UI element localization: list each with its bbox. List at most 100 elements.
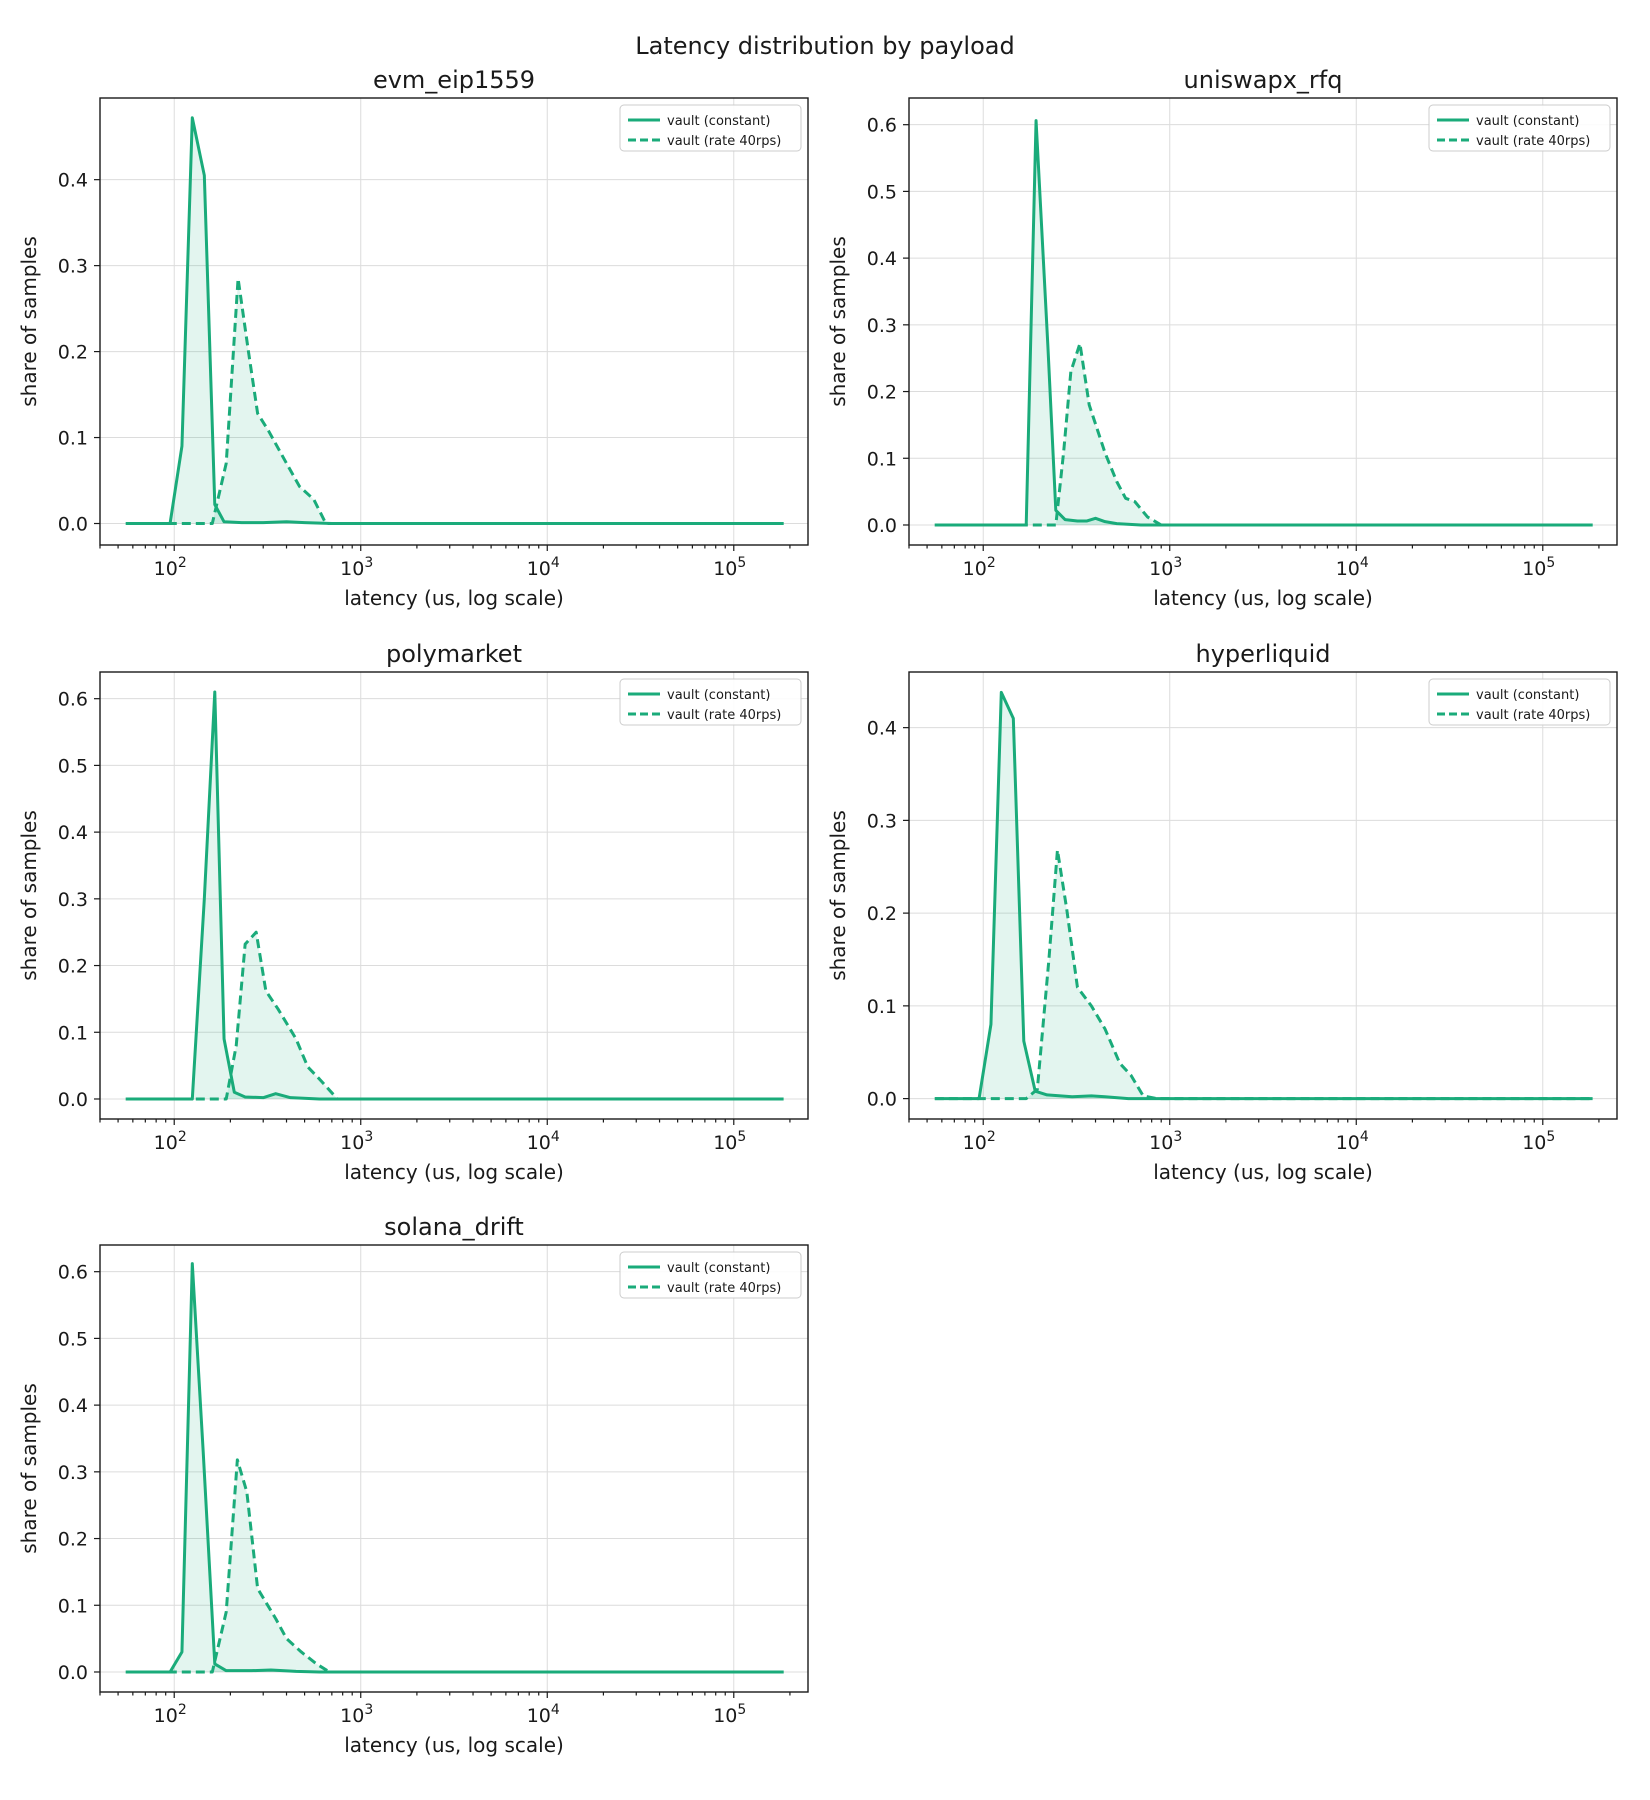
y-tick-label: 0.1 — [867, 996, 897, 1018]
x-tick-label: 104 — [527, 555, 560, 580]
panel-solana_drift: 0.0 0.1 0.2 0.3 0.4 0.5 0.6 102 103 104 105 solana_… — [17, 1213, 809, 1757]
plot-frame — [99, 671, 809, 1120]
series-fill-constant — [125, 1263, 784, 1672]
plot-frame — [908, 671, 1618, 1120]
series-line-rate — [125, 1458, 784, 1674]
x-tick-label: 103 — [340, 1129, 373, 1154]
legend-label: vault (constant) — [667, 688, 770, 703]
x-tick-label: 105 — [713, 555, 746, 580]
y-tick-label: 0.2 — [58, 342, 88, 364]
y-tick-label: 0.2 — [58, 1529, 88, 1551]
x-tick-label: 102 — [154, 555, 187, 580]
y-tick-label: 0.5 — [58, 755, 88, 777]
y-tick-label: 0.1 — [58, 428, 88, 450]
plot-frame — [99, 97, 809, 546]
x-tick-label: 105 — [1522, 555, 1555, 580]
legend: vault (constant) vault (rate 40rps) — [619, 104, 802, 152]
legend: vault (constant) vault (rate 40rps) — [1428, 678, 1611, 726]
y-tick-label: 0.2 — [867, 382, 897, 404]
plot-frame — [99, 1244, 809, 1693]
y-tick-label: 0.4 — [867, 718, 897, 740]
series-fill-rate — [934, 343, 1593, 525]
panels: 0.0 0.1 0.2 0.3 0.4 102 103 104 105 evm_eip1559la… — [17, 66, 1618, 1757]
x-axis-label: latency (us, log scale) — [344, 1160, 564, 1184]
y-tick-label: 0.0 — [58, 1662, 88, 1684]
y-axis-label: share of samples — [17, 236, 41, 407]
legend: vault (constant) vault (rate 40rps) — [1428, 104, 1611, 152]
x-tick-label: 102 — [963, 555, 996, 580]
legend-label: vault (rate 40rps) — [1476, 708, 1590, 723]
series-line-constant — [934, 690, 1593, 1101]
legend-label: vault (constant) — [1476, 688, 1579, 703]
x-axis-label: latency (us, log scale) — [1153, 586, 1373, 610]
y-tick-label: 0.3 — [867, 810, 897, 832]
y-tick-label: 0.0 — [58, 1089, 88, 1111]
y-tick-label: 0.0 — [58, 514, 88, 536]
y-axis-label: share of samples — [826, 810, 850, 981]
x-tick-label: 102 — [154, 1702, 187, 1727]
legend-label: vault (rate 40rps) — [1476, 134, 1590, 149]
legend-label: vault (constant) — [667, 114, 770, 129]
y-tick-label: 0.3 — [58, 1462, 88, 1484]
x-tick-label: 103 — [340, 555, 373, 580]
panel-title: hyperliquid — [1196, 640, 1331, 668]
series-fill-constant — [934, 692, 1593, 1099]
y-tick-label: 0.5 — [867, 181, 897, 203]
panel-title: evm_eip1559 — [373, 66, 535, 94]
panel-hyperliquid: 0.0 0.1 0.2 0.3 0.4 102 103 104 105 hyperliquid la… — [826, 640, 1618, 1184]
y-tick-label: 0.1 — [58, 1595, 88, 1617]
figure-title: Latency distribution by payload — [635, 32, 1014, 60]
y-tick-label: 0.2 — [58, 956, 88, 978]
legend-label: vault (constant) — [667, 1261, 770, 1276]
x-tick-label: 103 — [1149, 1129, 1182, 1154]
y-tick-label: 0.6 — [58, 1262, 88, 1284]
y-tick-label: 0.2 — [867, 903, 897, 925]
y-tick-label: 0.0 — [867, 515, 897, 537]
x-tick-label: 103 — [340, 1702, 373, 1727]
y-tick-label: 0.4 — [58, 1395, 88, 1417]
x-tick-label: 104 — [1336, 1129, 1369, 1154]
series-line-constant — [125, 690, 784, 1101]
legend-box — [619, 1251, 802, 1299]
x-tick-label: 105 — [713, 1702, 746, 1727]
series-line-rate — [934, 848, 1593, 1101]
panel-title: solana_drift — [384, 1213, 524, 1241]
panel-title: polymarket — [386, 640, 522, 668]
legend-box — [1428, 104, 1611, 152]
panel-evm_eip1559: 0.0 0.1 0.2 0.3 0.4 102 103 104 105 evm_eip1559la… — [17, 66, 809, 610]
y-tick-label: 0.3 — [867, 315, 897, 337]
x-tick-label: 104 — [1336, 555, 1369, 580]
y-tick-label: 0.3 — [58, 889, 88, 911]
series-fill-rate — [125, 278, 784, 524]
y-tick-label: 0.4 — [58, 822, 88, 844]
plot-frame — [908, 97, 1618, 546]
panel-title: uniswapx_rfq — [1184, 66, 1343, 94]
series-fill-constant — [125, 117, 784, 524]
series-line-rate — [125, 277, 784, 526]
series-line-rate — [125, 930, 784, 1101]
y-tick-label: 0.6 — [867, 115, 897, 137]
x-tick-label: 105 — [713, 1129, 746, 1154]
legend-box — [619, 104, 802, 152]
y-tick-label: 0.0 — [867, 1089, 897, 1111]
series-line-constant — [934, 119, 1593, 527]
series-fill-rate — [934, 850, 1593, 1099]
series-fill-rate — [125, 1459, 784, 1672]
y-tick-label: 0.1 — [58, 1022, 88, 1044]
panel-uniswapx_rfq: 0.0 0.1 0.2 0.3 0.4 0.5 0.6 102 103 104 105 uniswap… — [826, 66, 1618, 610]
series-line-constant — [125, 1262, 784, 1674]
y-tick-label: 0.6 — [58, 689, 88, 711]
x-axis-label: latency (us, log scale) — [344, 1733, 564, 1757]
y-tick-label: 0.4 — [58, 170, 88, 192]
legend-label: vault (rate 40rps) — [667, 1281, 781, 1296]
y-tick-label: 0.4 — [867, 248, 897, 270]
x-tick-label: 105 — [1522, 1129, 1555, 1154]
legend-box — [619, 678, 802, 726]
legend: vault (constant) vault (rate 40rps) — [619, 678, 802, 726]
legend-label: vault (constant) — [1476, 114, 1579, 129]
panel-polymarket: 0.0 0.1 0.2 0.3 0.4 0.5 0.6 102 103 104 105 polymar… — [17, 640, 809, 1184]
x-tick-label: 104 — [527, 1702, 560, 1727]
x-axis-label: latency (us, log scale) — [1153, 1160, 1373, 1184]
y-tick-label: 0.5 — [58, 1328, 88, 1350]
